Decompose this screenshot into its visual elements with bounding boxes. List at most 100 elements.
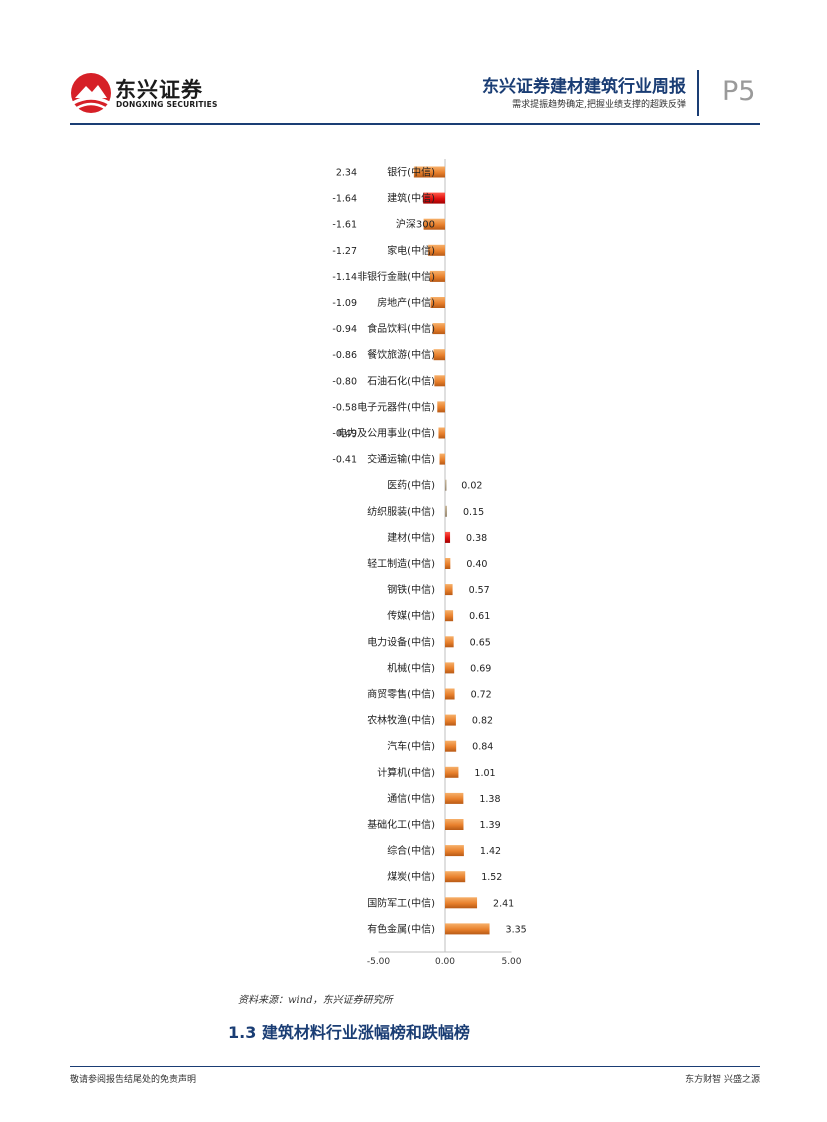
bar	[445, 505, 447, 517]
data-label: 0.57	[469, 585, 490, 596]
category-label: 有色金属(中信)	[367, 922, 435, 935]
bar	[445, 819, 464, 830]
category-label: 煤炭(中信)	[387, 870, 435, 883]
bar	[445, 531, 451, 543]
category-label: 电力设备(中信)	[367, 635, 435, 648]
category-label: 国防军工(中信)	[367, 896, 435, 909]
data-label: 0.84	[472, 742, 493, 753]
bar	[445, 740, 457, 752]
bar	[423, 192, 445, 204]
category-label: 电力及公用事业(中信)	[337, 427, 435, 440]
bar	[445, 688, 455, 700]
category-label: 餐饮旅游(中信)	[367, 348, 435, 361]
bar	[445, 610, 454, 622]
category-label: 农林牧渔(中信)	[367, 714, 435, 727]
bar	[445, 923, 490, 935]
data-label: 0.82	[472, 716, 493, 727]
bar	[445, 479, 447, 491]
page-number: P5	[722, 76, 756, 107]
data-label: 2.41	[493, 898, 514, 909]
bar	[445, 662, 455, 674]
bar	[413, 166, 445, 178]
category-label: 轻工制造(中信)	[367, 557, 435, 570]
category-label: 家电(中信)	[387, 244, 435, 257]
category-label: 计算机(中信)	[377, 766, 435, 779]
data-label: 0.38	[466, 533, 487, 544]
data-label: 0.72	[471, 690, 492, 701]
bar	[445, 584, 453, 596]
bar	[434, 375, 445, 387]
industry-change-chart: -5.00 0.00 5.00 银行(中信) 2.34 建筑(中信) -1.64 沪深300 -…	[220, 145, 580, 975]
chart-source: 资料来源：wind，东兴证券研究所	[238, 995, 393, 1006]
bar	[423, 218, 445, 230]
data-label: -1.14	[332, 272, 357, 283]
category-label: 建筑(中信)	[387, 192, 435, 205]
data-label: 0.61	[469, 611, 490, 622]
bar	[429, 270, 445, 282]
data-label: -0.58	[332, 402, 357, 413]
data-label: -1.09	[332, 298, 357, 309]
data-label: -0.94	[332, 324, 357, 335]
bar	[445, 845, 464, 857]
data-label: 0.69	[470, 663, 491, 674]
data-label: 2.34	[336, 168, 357, 179]
report-title: 东兴证券建材建筑行业周报	[482, 77, 686, 97]
data-label: 1.01	[474, 768, 495, 779]
x-tick-label: 5.00	[501, 957, 521, 967]
data-label: 1.38	[479, 794, 500, 805]
footer-slogan: 东方财智 兴盛之源	[685, 1075, 760, 1085]
bar	[445, 714, 456, 726]
logo-name-cn: 东兴证券	[115, 78, 203, 102]
bar	[433, 349, 445, 361]
bar	[428, 244, 445, 256]
category-label: 钢铁(中信)	[387, 583, 435, 596]
logo-name-en: DONGXING SECURITIES	[116, 100, 218, 109]
bar	[439, 453, 445, 465]
category-label: 食品饮料(中信)	[367, 322, 435, 335]
bar	[445, 558, 451, 569]
bar	[438, 427, 445, 439]
bar	[445, 766, 459, 778]
category-label: 非银行金融(中信)	[357, 270, 435, 283]
data-label: 1.42	[480, 846, 501, 857]
data-label: 1.39	[479, 820, 500, 831]
category-label: 商贸零售(中信)	[367, 688, 435, 701]
category-label: 基础化工(中信)	[367, 818, 435, 831]
category-label: 电子元器件(中信)	[357, 400, 435, 413]
category-label: 机械(中信)	[387, 661, 435, 674]
category-label: 建材(中信)	[387, 531, 435, 544]
data-label: 1.52	[481, 872, 502, 883]
category-label: 沪深300	[396, 218, 435, 231]
data-label: -0.49	[332, 429, 357, 440]
bar	[445, 897, 478, 909]
industry-bar-chart: -5.00 0.00 5.00 银行(中信) 2.34 建筑(中信) -1.64 沪深300 -…	[332, 159, 527, 967]
company-logo: 东兴证券 DONGXING SECURITIES	[70, 72, 217, 116]
bar	[445, 871, 466, 883]
data-label: -1.64	[332, 194, 357, 205]
category-label: 交通运输(中信)	[367, 453, 435, 466]
bar	[445, 636, 454, 648]
data-label: -1.27	[332, 246, 357, 257]
category-label: 汽车(中信)	[387, 740, 435, 753]
category-label: 银行(中信)	[387, 166, 435, 179]
data-label: -1.61	[332, 220, 357, 231]
x-tick-label: 0.00	[435, 957, 455, 967]
category-label: 通信(中信)	[387, 792, 435, 805]
header-rule	[70, 123, 760, 125]
bar	[437, 401, 445, 413]
category-label: 石油石化(中信)	[367, 374, 435, 387]
report-subtitle: 需求提振趋势确定,把握业绩支撑的超跌反弹	[512, 100, 686, 110]
bar	[432, 323, 445, 335]
data-label: 3.35	[506, 924, 527, 935]
data-label: -0.80	[332, 376, 357, 387]
data-label: -0.86	[332, 350, 357, 361]
header-divider	[697, 70, 699, 116]
category-label: 传媒(中信)	[387, 609, 435, 622]
data-label: 0.65	[470, 637, 491, 648]
data-label: 0.02	[461, 481, 482, 492]
data-label: 0.40	[466, 559, 487, 570]
category-label: 纺织服装(中信)	[367, 505, 435, 518]
x-tick-label: -5.00	[367, 957, 391, 967]
data-label: 0.15	[463, 507, 484, 518]
bar	[430, 297, 445, 308]
